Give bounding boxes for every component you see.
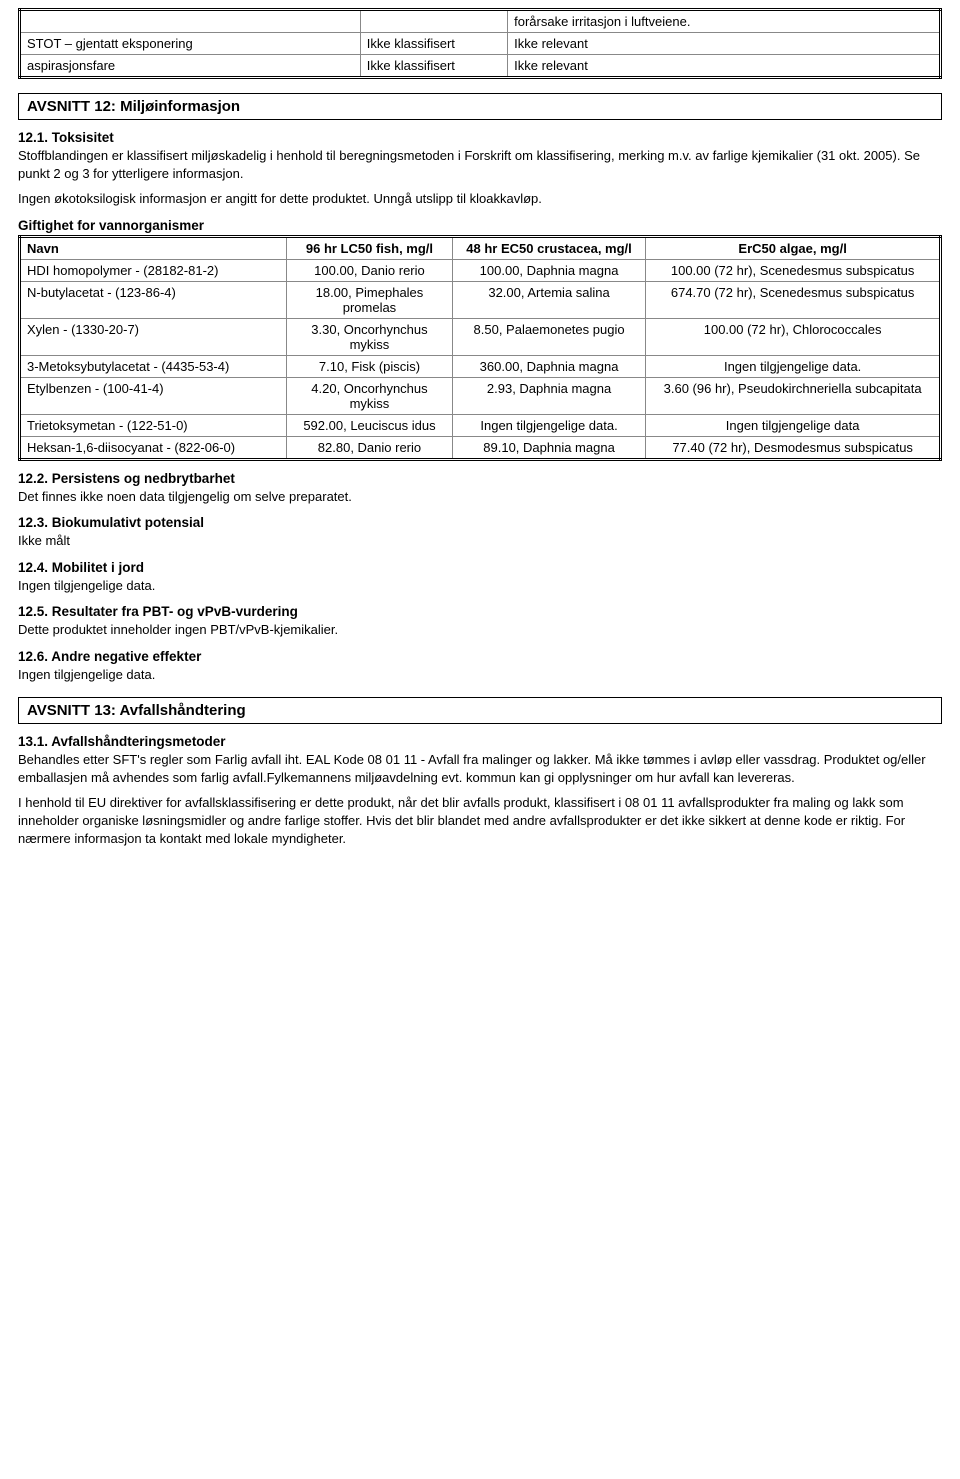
subsection-12-2-title: 12.2. Persistens og nedbrytbarhet [18,471,942,486]
table-row: Trietoksymetan - (122-51-0)592.00, Leuci… [20,414,941,436]
subsection-12-5-text: Dette produktet inneholder ingen PBT/vPv… [18,621,942,639]
cell: STOT – gjentatt eksponering [20,33,361,55]
section-13-title: AVSNITT 13: Avfallshåndtering [27,702,933,719]
toxicity-table: Navn 96 hr LC50 fish, mg/l 48 hr EC50 cr… [18,235,942,461]
subsection-12-1-text-1: Stoffblandingen er klassifisert miljøska… [18,147,942,182]
subsection-12-3-text: Ikke målt [18,532,942,550]
subsection-12-4-text: Ingen tilgjengelige data. [18,577,942,595]
cell: aspirasjonsfare [20,55,361,78]
subsection-12-3-title: 12.3. Biokumulativt potensial [18,515,942,530]
table-row: Xylen - (1330-20-7)3.30, Oncorhynchus my… [20,318,941,355]
table-row: aspirasjonsfare Ikke klassifisert Ikke r… [20,55,941,78]
subsection-13-1-text-2: I henhold til EU direktiver for avfallsk… [18,794,942,847]
cell: forårsake irritasjon i luftveiene. [508,10,941,33]
col-ec50: 48 hr EC50 crustacea, mg/l [452,236,645,259]
subsection-13-1-title: 13.1. Avfallshåndteringsmetoder [18,734,942,749]
section-13-heading-box: AVSNITT 13: Avfallshåndtering [18,697,942,724]
subsection-12-6-text: Ingen tilgjengelige data. [18,666,942,684]
cell: Ikke klassifisert [360,55,507,78]
col-erc50: ErC50 algae, mg/l [646,236,941,259]
subsection-12-4-title: 12.4. Mobilitet i jord [18,560,942,575]
subsection-12-1-title: 12.1. Toksisitet [18,130,942,145]
cell [20,10,361,33]
section-12-heading-box: AVSNITT 12: Miljøinformasjon [18,93,942,120]
table-row: 3-Metoksybutylacetat - (4435-53-4)7.10, … [20,355,941,377]
table-header-row: Navn 96 hr LC50 fish, mg/l 48 hr EC50 cr… [20,236,941,259]
subsection-12-1-text-2: Ingen økotoksilogisk informasjon er angi… [18,190,942,208]
table-row: Heksan-1,6-diisocyanat - (822-06-0)82.80… [20,436,941,459]
cell: Ikke klassifisert [360,33,507,55]
toxicity-heading: Giftighet for vannorganismer [18,218,942,233]
subsection-13-1-text-1: Behandles etter SFT's regler som Farlig … [18,751,942,786]
cell: Ikke relevant [508,33,941,55]
col-lc50: 96 hr LC50 fish, mg/l [287,236,453,259]
table-row: N-butylacetat - (123-86-4)18.00, Pimepha… [20,281,941,318]
col-name: Navn [20,236,287,259]
table-row: STOT – gjentatt eksponering Ikke klassif… [20,33,941,55]
cell: Ikke relevant [508,55,941,78]
subsection-12-6-title: 12.6. Andre negative effekter [18,649,942,664]
subsection-12-2-text: Det finnes ikke noen data tilgjengelig o… [18,488,942,506]
classification-table: forårsake irritasjon i luftveiene. STOT … [18,8,942,79]
table-row: Etylbenzen - (100-41-4)4.20, Oncorhynchu… [20,377,941,414]
table-row: forårsake irritasjon i luftveiene. [20,10,941,33]
section-12-title: AVSNITT 12: Miljøinformasjon [27,98,933,115]
table-row: HDI homopolymer - (28182-81-2)100.00, Da… [20,259,941,281]
subsection-12-5-title: 12.5. Resultater fra PBT- og vPvB-vurder… [18,604,942,619]
cell [360,10,507,33]
